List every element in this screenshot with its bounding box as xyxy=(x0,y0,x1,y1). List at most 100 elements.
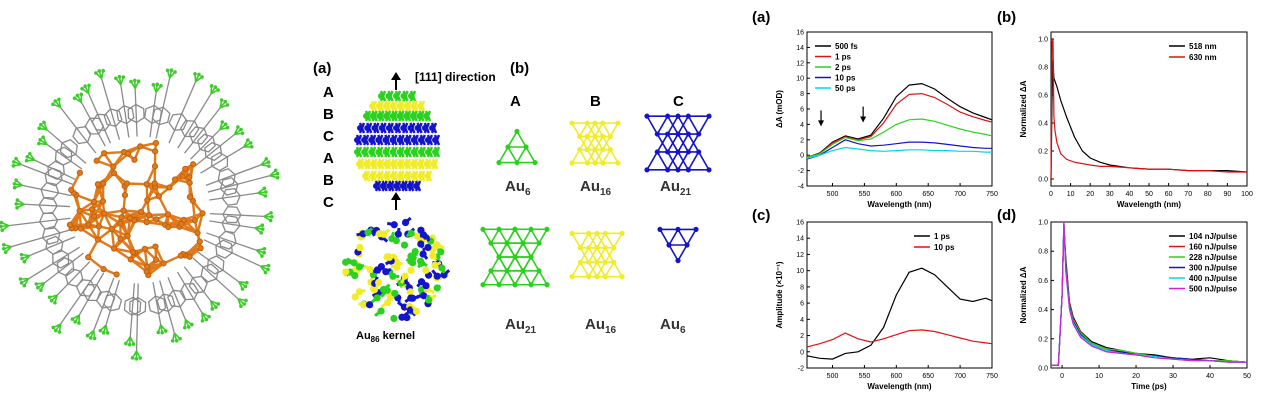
layer-letter: B xyxy=(323,106,334,123)
y-tick-label: 12 xyxy=(796,60,804,67)
chart-label: (c) xyxy=(752,207,770,224)
layer-sequence: A B C A B C xyxy=(323,84,343,216)
up-arrow-icon xyxy=(391,72,401,90)
legend-entry: 1 ps xyxy=(934,232,951,241)
y-tick-label: 0.2 xyxy=(1038,336,1048,343)
y-axis-label: Amplitude (×10⁻¹) xyxy=(775,261,784,328)
series-line xyxy=(1050,38,1247,180)
down-arrow-icon xyxy=(818,120,825,127)
legend-entry: 104 nJ/pulse xyxy=(1189,232,1238,241)
x-tick-label: 30 xyxy=(1169,373,1177,380)
x-tick-label: 20 xyxy=(1132,373,1140,380)
x-tick-label: 700 xyxy=(954,191,966,198)
x-tick-label: 100 xyxy=(1241,191,1253,198)
x-tick-label: 70 xyxy=(1184,191,1192,198)
x-tick-label: 40 xyxy=(1126,191,1134,198)
y-tick-label: 4 xyxy=(800,317,804,324)
y-tick-label: 10 xyxy=(796,76,804,83)
y-tick-label: 10 xyxy=(796,268,804,275)
legend-entry: 400 nJ/pulse xyxy=(1189,274,1238,283)
legend-entry: 500 nJ/pulse xyxy=(1189,285,1238,294)
y-tick-label: 0.8 xyxy=(1038,249,1048,256)
kinetics-figure: (a)500 550 600 650 700 750-4-20246810121416Wa… xyxy=(752,9,1253,391)
x-tick-label: 20 xyxy=(1086,191,1094,198)
x-axis-label: Wavelength (nm) xyxy=(1117,200,1181,209)
up-arrow-icon xyxy=(391,192,401,210)
chart-a: (a) 500 550 600 650 700 750 -4 -2 0 2 4 6 8 10 12 14 16 Wa… xyxy=(752,9,998,209)
x-tick-label: 500 xyxy=(827,373,839,380)
y-tick-label: 2 xyxy=(800,137,804,144)
y-tick-label: 0.6 xyxy=(1038,278,1048,285)
layer-shells-image xyxy=(480,113,712,288)
y-tick-label: 12 xyxy=(796,252,804,259)
series-line xyxy=(806,146,992,159)
chart-d: (d) 0 10 20 30 40 50 0.0 0.2 0.4 0.6 0.8 1.0 Time (ps… xyxy=(997,207,1251,391)
x-tick-label: 550 xyxy=(859,191,871,198)
y-tick-label: 2 xyxy=(800,333,804,340)
legend-entry: 50 ps xyxy=(835,84,856,93)
y-tick-label: 16 xyxy=(796,30,804,37)
x-tick-label: 10 xyxy=(1067,191,1075,198)
direction-label: [111] direction xyxy=(415,70,496,84)
y-tick-label: 0.4 xyxy=(1038,121,1048,128)
chart-label: (b) xyxy=(997,9,1016,26)
layer-letter: C xyxy=(323,128,334,145)
x-axis-label: Wavelength (nm) xyxy=(867,200,931,209)
y-tick-label: 6 xyxy=(800,301,804,308)
shell-label: Au6 xyxy=(505,178,531,198)
y-tick-label: 14 xyxy=(796,236,804,243)
y-tick-label: 8 xyxy=(800,91,804,98)
legend-entry: 10 ps xyxy=(934,243,955,252)
x-tick-label: 750 xyxy=(986,191,998,198)
x-tick-label: 750 xyxy=(986,373,998,380)
y-tick-label: 1.0 xyxy=(1038,37,1048,44)
legend-entry: 1 ps xyxy=(835,53,852,62)
legend-entry: 228 nJ/pulse xyxy=(1189,253,1238,262)
series-line xyxy=(1050,59,1248,180)
x-tick-label: 0 xyxy=(1049,191,1053,198)
series-line xyxy=(1051,221,1247,366)
y-tick-label: 16 xyxy=(796,220,804,227)
y-tick-label: 8 xyxy=(800,284,804,291)
y-tick-label: 0.2 xyxy=(1038,149,1048,156)
y-axis-label: ΔA (mOD) xyxy=(775,90,784,128)
series-line xyxy=(806,267,993,360)
legend-entry: 160 nJ/pulse xyxy=(1189,243,1238,252)
chart-c: (c) 500 550 600 650 700 750 -2 0 2 4 6 8 10 12 14 16 Wave… xyxy=(752,207,998,391)
shell-label: Au21 xyxy=(505,316,537,336)
x-tick-label: 600 xyxy=(890,373,902,380)
y-tick-label: 0 xyxy=(800,153,804,160)
series-line xyxy=(806,118,993,159)
down-arrow-icon xyxy=(860,116,867,123)
y-tick-label: 4 xyxy=(800,122,804,129)
y-tick-label: 6 xyxy=(800,107,804,114)
layer-letter: C xyxy=(323,194,334,211)
legend-entry: 518 nm xyxy=(1189,42,1217,51)
y-tick-label: 1.0 xyxy=(1038,220,1048,227)
x-tick-label: 650 xyxy=(922,373,934,380)
x-tick-label: 50 xyxy=(1145,191,1153,198)
y-axis-label: Normalized ΔA xyxy=(1019,266,1028,323)
chart-label: (a) xyxy=(752,9,770,26)
legend-entry: 630 nm xyxy=(1189,53,1217,62)
y-tick-label: -4 xyxy=(798,184,804,191)
layer-letter: A xyxy=(323,150,334,167)
panel-a-label: (a) xyxy=(313,60,332,77)
y-tick-label: -2 xyxy=(798,168,804,175)
chart-label: (d) xyxy=(997,207,1016,224)
y-tick-label: 14 xyxy=(796,45,804,52)
legend-entry: 500 fs xyxy=(835,42,858,51)
layer-letter: B xyxy=(323,172,334,189)
layer-col-c: C xyxy=(673,93,684,110)
x-tick-label: 0 xyxy=(1060,373,1064,380)
x-axis-label: Time (ps) xyxy=(1131,382,1167,391)
shell-label: Au16 xyxy=(585,316,617,336)
series-line xyxy=(806,82,993,159)
legend-entry: 300 nJ/pulse xyxy=(1189,264,1238,273)
y-tick-label: -2 xyxy=(798,366,804,373)
x-axis-label: Wavelength (nm) xyxy=(867,382,931,391)
legend-entry: 10 ps xyxy=(835,74,856,83)
x-tick-label: 650 xyxy=(922,191,934,198)
x-tick-label: 550 xyxy=(859,373,871,380)
shell-label: Au16 xyxy=(580,178,612,198)
